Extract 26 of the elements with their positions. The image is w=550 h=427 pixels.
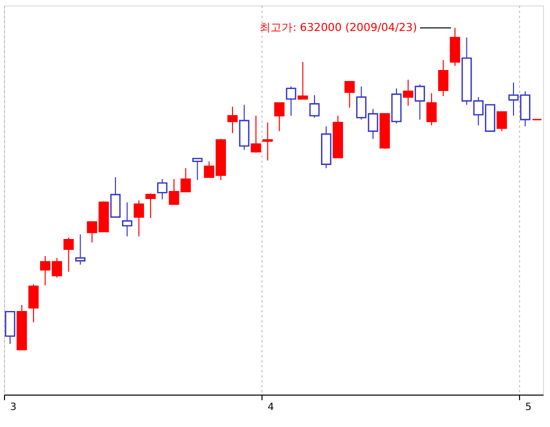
candlestick <box>262 122 273 161</box>
candlestick <box>227 106 238 134</box>
candlestick <box>134 200 144 237</box>
x-tick-label: 4 <box>268 402 274 414</box>
candlestick <box>496 111 507 132</box>
candlestick <box>192 158 203 181</box>
candlestick <box>426 92 437 126</box>
candlestick <box>414 84 425 120</box>
candlestick <box>28 284 39 323</box>
candlestick <box>250 115 262 154</box>
candlestick <box>145 193 156 219</box>
candlestick <box>298 61 308 100</box>
x-tick-label: 5 <box>525 402 532 414</box>
candlestick <box>403 79 414 106</box>
x-tick-label: 3 <box>10 402 16 414</box>
candlestick <box>157 178 168 200</box>
candlestick <box>122 202 132 237</box>
candlestick <box>110 176 121 218</box>
candlestick <box>344 80 355 108</box>
candlestick <box>286 86 296 116</box>
candlestick <box>309 94 320 118</box>
candlestick <box>75 234 86 266</box>
candlestick <box>438 60 448 97</box>
annotation: 최고가: 632000 (2009/04/23) <box>260 20 418 34</box>
candlestick <box>63 237 74 272</box>
candlestick <box>274 102 284 132</box>
